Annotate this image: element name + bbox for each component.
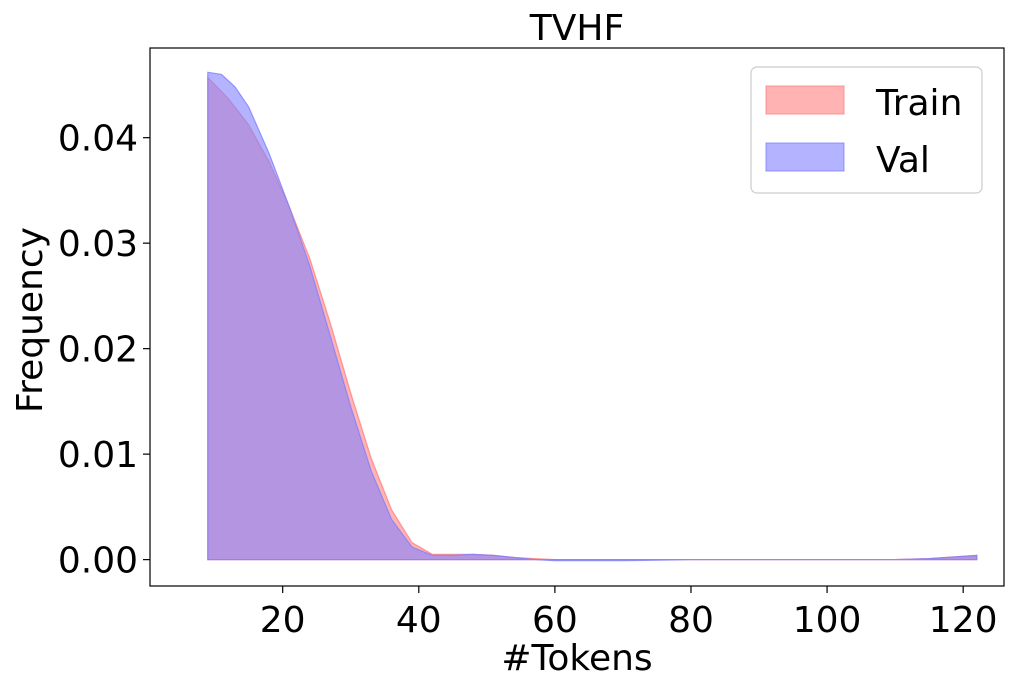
x-axis-label: #Tokens: [501, 638, 652, 679]
x-tick-label: 20: [260, 600, 306, 641]
y-tick-label: 0.04: [58, 119, 138, 160]
legend-swatch-train: [765, 85, 845, 115]
x-axis-ticks: 20 40 60 80 100 120: [260, 586, 998, 641]
x-tick-label: 80: [668, 600, 714, 641]
legend-swatch-val: [765, 142, 845, 172]
y-axis-ticks: 0.00 0.01 0.02 0.03 0.04: [58, 119, 150, 582]
series-area-val: [207, 71, 978, 562]
x-tick-label: 60: [532, 600, 578, 641]
y-tick-label: 0.00: [58, 541, 138, 582]
y-tick-label: 0.03: [58, 224, 138, 265]
plot-frame: [149, 47, 1005, 587]
y-tick-label: 0.01: [58, 435, 138, 476]
legend-label-train: Train: [875, 83, 962, 124]
y-axis-label: Frequency: [10, 227, 51, 413]
x-tick-label: 40: [396, 600, 442, 641]
x-tick-label: 120: [929, 600, 998, 641]
legend: Train Val: [750, 66, 983, 194]
x-tick-label: 100: [793, 600, 862, 641]
y-tick-label: 0.02: [58, 330, 138, 371]
series-layer: [207, 71, 978, 562]
chart-title: TVHF: [529, 8, 624, 49]
legend-label-val: Val: [876, 140, 930, 181]
